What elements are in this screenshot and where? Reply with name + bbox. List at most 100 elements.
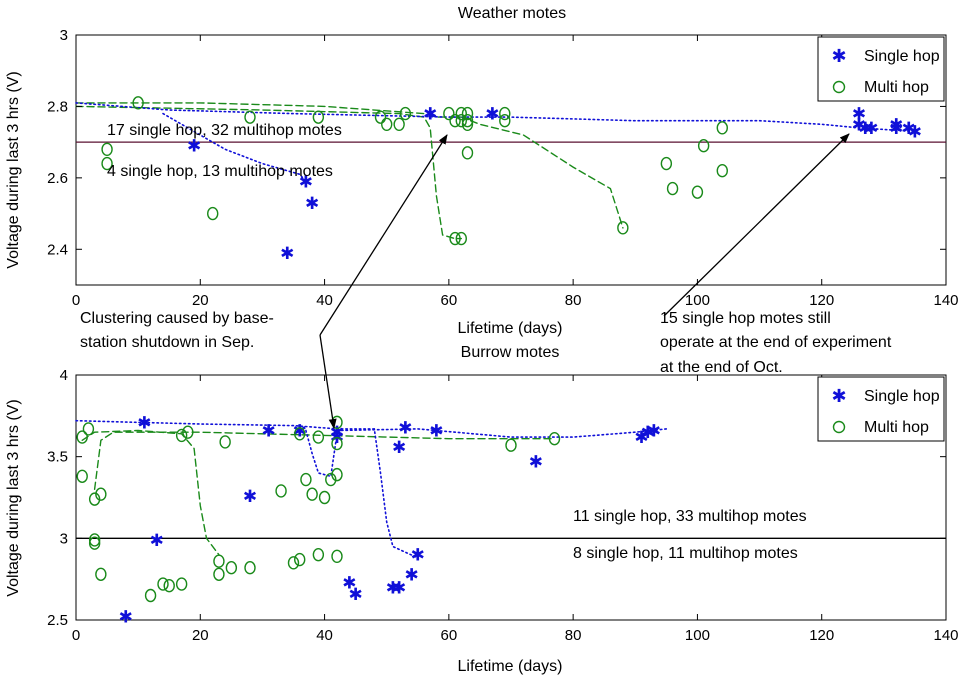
legend: ✱ Single hop Multi hop (817, 376, 945, 442)
x-tick-label: 120 (809, 292, 834, 309)
single-hop-point: ✱ (852, 115, 866, 135)
single-hop-point: ✱ (280, 244, 294, 264)
clustering-arrow-up (319, 134, 448, 336)
multi-hop-point (325, 472, 337, 487)
single-hop-point: ✱ (858, 119, 872, 139)
single-hop-trace (162, 112, 307, 183)
single-hop-trace (305, 429, 338, 478)
single-hop-point: ✱ (634, 428, 648, 448)
single-hop-point: ✱ (150, 531, 164, 551)
multi-hop-point (716, 121, 728, 135)
x-tick-label: 0 (72, 292, 80, 309)
multi-hop-point (666, 181, 679, 196)
operate-arrow (663, 133, 850, 317)
x-tick-label: 40 (316, 627, 333, 644)
single-hop-point: ✱ (647, 422, 661, 442)
operate-callout-line-3: at the end of Oct. (660, 359, 783, 376)
multi-hop-trace (75, 102, 624, 229)
legend-entry-multi-hop: Multi hop (864, 79, 929, 96)
annotation-below: 8 single hop, 11 multihop motes (573, 545, 798, 562)
multi-hop-point (294, 552, 306, 567)
single-hop-point: ✱ (187, 137, 201, 157)
x-tick-label: 20 (192, 292, 209, 309)
multi-hop-point (101, 156, 113, 171)
multi-hop-point (331, 467, 343, 482)
single-hop-point: ✱ (404, 565, 418, 585)
y-tick-label: 4 (60, 367, 68, 384)
multi-hop-point (244, 110, 256, 124)
x-tick-label: 140 (933, 627, 958, 644)
y-axis-label: Voltage during last 3 hrs (V) (5, 399, 22, 596)
single-hop-point: ✱ (429, 422, 443, 442)
multi-hop-point (443, 106, 455, 121)
single-hop-point: ✱ (392, 578, 406, 598)
marks-group: ✱✱✱✱✱ ✱ ✱✱✱✱ ✱✱✱✱✱✱✱✱✱✱✱ (76, 413, 661, 628)
multi-hop-point (144, 588, 157, 603)
single-hop-trace (336, 428, 668, 438)
chart-title: Burrow motes (461, 344, 560, 361)
multi-hop-point (312, 110, 325, 124)
single-hop-point: ✱ (889, 119, 903, 139)
x-tick-label: 60 (441, 292, 458, 309)
multi-hop-point (213, 554, 225, 568)
multi-hop-point (461, 114, 474, 128)
y-tick-label: 3 (60, 530, 68, 547)
single-hop-point: ✱ (398, 418, 412, 438)
x-tick-label: 40 (316, 292, 333, 309)
multi-hop-point (82, 422, 95, 436)
y-tick-label: 2.6 (47, 170, 68, 187)
multi-hop-point (76, 469, 88, 483)
multi-hop-point (499, 106, 511, 121)
single-hop-point: ✱ (293, 422, 307, 442)
single-hop-point: ✱ (305, 194, 319, 214)
multi-hop-point (306, 487, 318, 501)
multi-hop-point (175, 577, 188, 591)
multi-hop-point (331, 549, 343, 563)
multi-hop-point (449, 114, 461, 128)
multi-hop-point (163, 579, 175, 593)
single-hop-point: ✱ (641, 423, 655, 443)
x-tick-label: 140 (933, 292, 958, 309)
multi-hop-point (381, 117, 393, 131)
weather-motes-panel: Weather motes ✱✱✱✱✱ ✱ ✱✱✱✱ ✱✱✱✱ 0 20 40 60 80 10… (5, 5, 959, 337)
x-tick-label: 100 (685, 627, 710, 644)
multi-hop-point (225, 561, 238, 575)
single-hop-point: ✱ (137, 413, 151, 433)
legend-circle-marker (832, 420, 846, 434)
single-hop-point: ✱ (411, 546, 425, 566)
multi-hop-point (461, 146, 474, 160)
single-hop-point: ✱ (423, 105, 437, 125)
traces-group (75, 102, 916, 240)
legend-box (817, 376, 945, 442)
traces-group (75, 419, 668, 559)
multi-hop-point (207, 206, 219, 221)
x-tick-label: 80 (565, 627, 582, 644)
legend-entry-multi-hop: Multi hop (864, 419, 929, 436)
multi-hop-point (716, 164, 728, 178)
clustering-callout-line-1: Clustering caused by base- (80, 310, 274, 327)
multi-hop-point (455, 106, 467, 121)
multi-hop-point (449, 231, 461, 246)
multi-hop-point (499, 114, 511, 128)
chart-title: Weather motes (458, 5, 566, 22)
x-tick-label: 60 (441, 627, 458, 644)
plot-frame (75, 34, 947, 286)
multi-hop-point (331, 436, 343, 451)
legend-entry-single-hop: Single hop (864, 48, 940, 65)
single-hop-trace (75, 419, 419, 559)
multi-hop-point (312, 547, 325, 562)
multi-hop-point (548, 432, 561, 446)
multi-hop-point (157, 577, 169, 591)
single-hop-point: ✱ (119, 608, 133, 628)
operate-callout-line-2: operate at the end of experiment (660, 334, 892, 351)
single-hop-point: ✱ (864, 119, 878, 139)
single-hop-point: ✱ (386, 578, 400, 598)
marks-group: ✱✱✱✱✱ ✱ ✱✱✱✱ ✱✱✱✱ (101, 96, 922, 264)
multi-hop-point (455, 231, 467, 246)
single-hop-point: ✱ (392, 438, 406, 458)
multi-hop-point (617, 221, 629, 235)
y-tick-label: 2.4 (47, 241, 68, 258)
x-tick-labels: 0 20 40 60 80 100 120 140 (72, 375, 959, 644)
operate-callout-line-1: 15 single hop motes still (660, 310, 831, 327)
x-axis-label: Lifetime (days) (458, 658, 563, 675)
